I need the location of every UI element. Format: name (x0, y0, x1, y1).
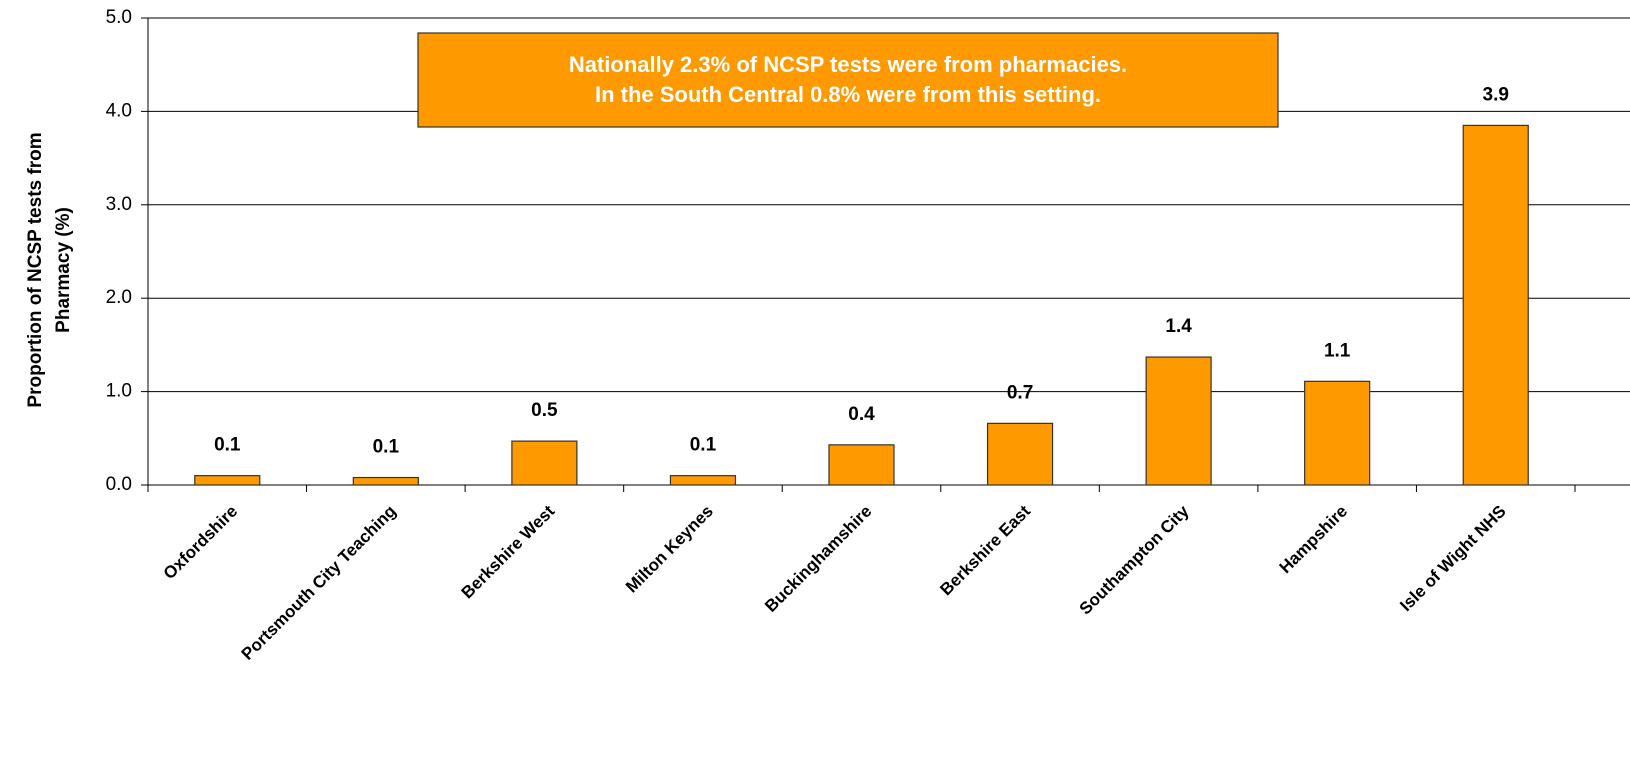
x-tick-label-group: Milton Keynes (622, 502, 717, 597)
bar (1145, 356, 1212, 486)
y-tick-label: 1.0 (106, 381, 132, 402)
y-tick-label: 4.0 (106, 100, 132, 121)
x-tick-label: Hampshire (1276, 502, 1352, 578)
data-label: 1.1 (1324, 340, 1351, 361)
x-tick-label-group: Berkshire East (936, 501, 1034, 599)
y-tick-label: 2.0 (106, 287, 132, 308)
bar (1462, 124, 1529, 486)
bar (669, 475, 737, 486)
data-label: 0.5 (531, 400, 558, 421)
annotation-text: Nationally 2.3% of NCSP tests were from … (569, 52, 1127, 77)
x-tick-label-group: Southampton City (1076, 501, 1193, 618)
annotation-text: In the South Central 0.8% were from this… (595, 82, 1101, 107)
data-label: 0.7 (1007, 382, 1033, 403)
y-tick-label: 5.0 (106, 7, 132, 28)
x-tick-label: Portsmouth City Teaching (238, 502, 400, 664)
x-tick-label: Isle of Wight NHS (1396, 502, 1510, 616)
y-tick-label: 0.0 (106, 474, 132, 495)
x-tick-label-group: Isle of Wight NHS (1396, 502, 1510, 616)
y-axis-label-line: Pharmacy (%) (53, 207, 74, 333)
x-tick-label-group: Oxfordshire (160, 502, 242, 584)
annotation-box (417, 32, 1279, 128)
data-label: 0.1 (690, 435, 717, 456)
y-tick-label: 3.0 (106, 194, 132, 215)
bar (511, 440, 578, 486)
data-label: 1.4 (1165, 316, 1192, 337)
bar (1304, 380, 1371, 486)
bar (986, 422, 1054, 486)
x-tick-label-group: Berkshire West (458, 501, 559, 602)
x-tick-label: Buckinghamshire (761, 502, 875, 616)
bar (352, 476, 419, 486)
x-tick-label: Berkshire East (936, 501, 1034, 599)
x-tick-label-group: Buckinghamshire (761, 502, 875, 616)
x-tick-label: Berkshire West (458, 501, 559, 602)
y-axis-label-line: Proportion of NCSP tests from (25, 132, 46, 407)
data-label: 0.1 (373, 437, 400, 458)
x-tick-label-group: Portsmouth City Teaching (238, 502, 400, 664)
x-tick-label: Southampton City (1076, 501, 1193, 618)
x-tick-label-group: Hampshire (1276, 502, 1352, 578)
y-axis-label: Proportion of NCSP tests from Pharmacy (… (25, 132, 74, 407)
bar (194, 475, 261, 486)
data-label: 3.9 (1483, 84, 1509, 105)
data-label: 0.1 (214, 435, 241, 456)
x-tick-label: Oxfordshire (160, 502, 242, 584)
data-label: 0.4 (848, 404, 875, 425)
bar (828, 444, 895, 486)
x-tick-label: Milton Keynes (622, 502, 717, 597)
